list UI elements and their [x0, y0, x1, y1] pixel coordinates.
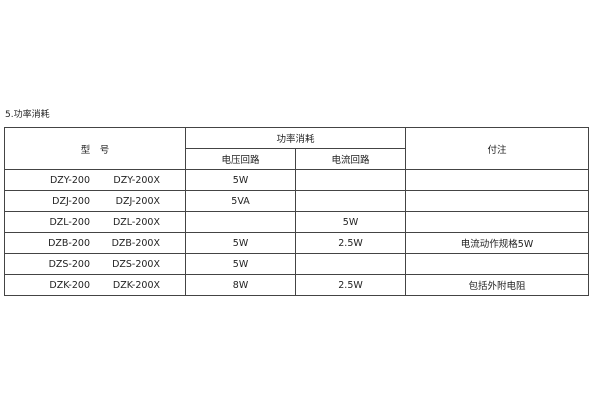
current-cell — [294, 169, 407, 191]
model-a: DZK-200 — [49, 279, 90, 291]
current-cell — [294, 253, 407, 275]
voltage-cell: 5W — [185, 169, 296, 191]
header-power-consumption: 功率消耗 — [184, 127, 407, 149]
note-cell — [405, 211, 590, 233]
voltage-cell: 5VA — [185, 190, 296, 212]
model-a: DZB-200 — [48, 237, 90, 249]
current-cell: 5W — [294, 211, 407, 233]
model-a: DZL-200 — [49, 216, 90, 228]
header-model: 型 号 — [4, 127, 186, 170]
table-row: DZS-200 DZS-200X 5W — [4, 253, 590, 275]
note-cell — [405, 169, 590, 191]
model-cell: DZB-200 DZB-200X — [4, 232, 186, 254]
header-current-circuit: 电流回路 — [294, 148, 407, 170]
model-cell: DZS-200 DZS-200X — [4, 253, 186, 275]
voltage-cell: 5W — [185, 232, 296, 254]
current-cell — [294, 190, 407, 212]
model-cell: DZL-200 DZL-200X — [4, 211, 186, 233]
model-b: DZK-200X — [112, 279, 160, 291]
model-cell: DZJ-200 DZJ-200X — [4, 190, 186, 212]
model-b: DZL-200X — [112, 216, 160, 228]
note-cell — [405, 253, 590, 275]
table-row: DZY-200 DZY-200X 5W — [4, 169, 590, 191]
model-a: DZS-200 — [48, 258, 90, 270]
model-cell: DZY-200 DZY-200X — [4, 169, 186, 191]
model-a: DZJ-200 — [52, 195, 90, 207]
section-title: 5.功率消耗 — [5, 110, 50, 120]
table-row: DZJ-200 DZJ-200X 5VA — [4, 190, 590, 212]
current-cell: 2.5W — [294, 232, 407, 254]
note-cell: 包括外附电阻 — [405, 274, 590, 296]
model-b: DZY-200X — [113, 174, 160, 186]
voltage-cell: 8W — [185, 274, 296, 296]
model-b: DZS-200X — [112, 258, 160, 270]
model-b: DZJ-200X — [115, 195, 160, 207]
table-row: DZL-200 DZL-200X 5W — [4, 211, 590, 233]
power-consumption-table: 型 号 功率消耗 付注 电压回路 电流回路 DZY-200 DZY-200X 5W D… — [4, 127, 590, 296]
voltage-cell: 5W — [185, 253, 296, 275]
model-a: DZY-200 — [49, 174, 90, 186]
current-cell: 2.5W — [294, 274, 407, 296]
table-row: DZK-200 DZK-200X 8W 2.5W 包括外附电阻 — [4, 274, 590, 296]
model-b: DZB-200X — [111, 237, 160, 249]
header-notes: 付注 — [405, 127, 590, 170]
voltage-cell — [185, 211, 296, 233]
table-row: DZB-200 DZB-200X 5W 2.5W 电流动作规格5W — [4, 232, 590, 254]
header-voltage-circuit: 电压回路 — [185, 148, 296, 170]
model-cell: DZK-200 DZK-200X — [4, 274, 186, 296]
note-cell: 电流动作规格5W — [405, 232, 590, 254]
note-cell — [405, 190, 590, 212]
